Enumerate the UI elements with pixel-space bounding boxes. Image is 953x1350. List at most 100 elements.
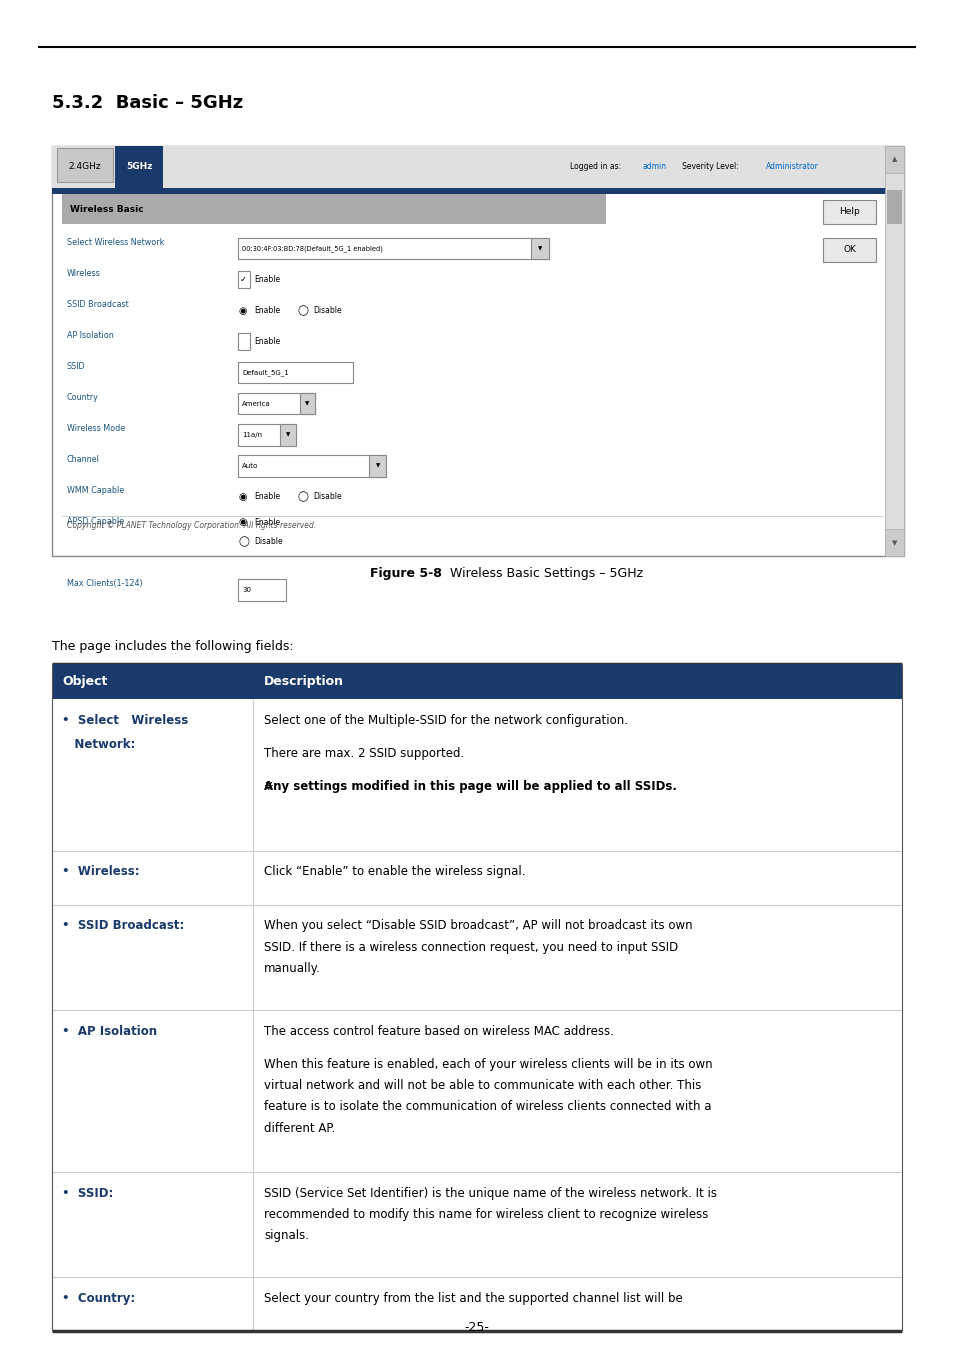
Text: 30: 30 bbox=[242, 587, 251, 593]
Bar bbox=[822, 238, 875, 262]
Bar bbox=[52, 664, 901, 699]
Text: •  AP Isolation: • AP Isolation bbox=[62, 1025, 157, 1038]
Text: APSD Capable: APSD Capable bbox=[67, 517, 124, 526]
Bar bbox=[52, 146, 903, 188]
Text: SSID (Service Set Identifier) is the unique name of the wireless network. It is: SSID (Service Set Identifier) is the uni… bbox=[264, 1187, 717, 1200]
Bar bbox=[57, 148, 112, 182]
Text: Enable: Enable bbox=[253, 493, 279, 501]
Bar bbox=[238, 271, 250, 288]
Text: •  SSID:: • SSID: bbox=[62, 1187, 113, 1200]
Text: ▼: ▼ bbox=[537, 246, 541, 251]
Text: Click “Enable” to enable the wireless signal.: Click “Enable” to enable the wireless si… bbox=[264, 865, 525, 879]
Text: Disable: Disable bbox=[313, 493, 341, 501]
Text: ◯: ◯ bbox=[297, 491, 308, 502]
Text: ◉: ◉ bbox=[238, 305, 247, 316]
Text: Wireless: Wireless bbox=[67, 269, 100, 278]
Text: ◯: ◯ bbox=[238, 536, 249, 547]
Text: ◉: ◉ bbox=[238, 491, 247, 502]
Text: 2.4GHz: 2.4GHz bbox=[69, 162, 101, 171]
Bar bbox=[238, 579, 286, 601]
Text: different AP.: different AP. bbox=[264, 1122, 335, 1135]
Text: virtual network and will not be able to communicate with each other. This: virtual network and will not be able to … bbox=[264, 1079, 700, 1092]
Text: 5.3.2  Basic – 5GHz: 5.3.2 Basic – 5GHz bbox=[52, 95, 243, 112]
Text: Wireless Basic: Wireless Basic bbox=[70, 205, 143, 213]
Text: -25-: -25- bbox=[464, 1320, 489, 1334]
Text: Select your country from the list and the supported channel list will be: Select your country from the list and th… bbox=[264, 1292, 682, 1305]
Text: SSID: SSID bbox=[67, 362, 86, 371]
Bar bbox=[52, 1172, 901, 1277]
Text: ▼: ▼ bbox=[891, 540, 897, 545]
Text: OK: OK bbox=[842, 246, 855, 254]
Bar bbox=[52, 1010, 901, 1172]
Bar bbox=[238, 333, 250, 350]
Text: When this feature is enabled, each of your wireless clients will be in its own: When this feature is enabled, each of yo… bbox=[264, 1057, 712, 1071]
Text: Administrator: Administrator bbox=[765, 162, 818, 171]
Text: ◉: ◉ bbox=[238, 517, 247, 528]
Text: ◯: ◯ bbox=[297, 305, 308, 316]
Text: Max Clients(1-124): Max Clients(1-124) bbox=[67, 579, 142, 589]
Text: Enable: Enable bbox=[253, 275, 279, 284]
Text: ▲: ▲ bbox=[891, 157, 897, 162]
Bar bbox=[52, 1277, 901, 1331]
Bar bbox=[52, 188, 903, 194]
Text: feature is to isolate the communication of wireless clients connected with a: feature is to isolate the communication … bbox=[264, 1100, 711, 1114]
Text: WMM Capable: WMM Capable bbox=[67, 486, 124, 495]
Text: 00:30:4F:03:BD:78(Default_5G_1 enabled): 00:30:4F:03:BD:78(Default_5G_1 enabled) bbox=[242, 246, 383, 252]
Bar bbox=[52, 850, 901, 904]
Bar bbox=[238, 362, 353, 383]
Text: Disable: Disable bbox=[313, 306, 341, 315]
Text: SSID Broadcast: SSID Broadcast bbox=[67, 300, 129, 309]
Bar bbox=[62, 194, 605, 224]
Bar bbox=[884, 146, 903, 173]
Text: Any settings modified in this page will be applied to all SSIDs.: Any settings modified in this page will … bbox=[264, 780, 677, 794]
Text: Figure 5-8: Figure 5-8 bbox=[370, 567, 441, 580]
Text: The access control feature based on wireless MAC address.: The access control feature based on wire… bbox=[264, 1025, 614, 1038]
Text: Enable: Enable bbox=[253, 338, 279, 346]
Text: AP Isolation: AP Isolation bbox=[67, 331, 113, 340]
Bar bbox=[238, 393, 314, 414]
Bar bbox=[238, 455, 386, 477]
Bar bbox=[884, 146, 903, 556]
Text: ▼: ▼ bbox=[305, 401, 309, 406]
Text: Copyright © PLANET Technology Corporation. All rights reserved.: Copyright © PLANET Technology Corporatio… bbox=[67, 521, 315, 531]
Text: America: America bbox=[242, 401, 271, 406]
Text: When you select “Disable SSID broadcast”, AP will not broadcast its own: When you select “Disable SSID broadcast”… bbox=[264, 919, 692, 933]
Bar bbox=[52, 146, 903, 556]
Text: signals.: signals. bbox=[264, 1230, 309, 1242]
Text: Disable: Disable bbox=[253, 537, 282, 545]
Text: Auto: Auto bbox=[242, 463, 258, 468]
Bar bbox=[886, 190, 901, 224]
Text: Wireless Mode: Wireless Mode bbox=[67, 424, 125, 433]
Text: ※: ※ bbox=[264, 780, 281, 794]
Text: Help: Help bbox=[839, 208, 859, 216]
Text: Enable: Enable bbox=[253, 306, 279, 315]
Bar bbox=[280, 424, 295, 446]
Text: Severity Level:: Severity Level: bbox=[675, 162, 739, 171]
Text: admin: admin bbox=[641, 162, 665, 171]
Bar bbox=[238, 238, 548, 259]
Bar bbox=[822, 200, 875, 224]
Text: Object: Object bbox=[62, 675, 108, 688]
Text: ▼: ▼ bbox=[286, 432, 290, 437]
Text: Wireless Basic Settings – 5GHz: Wireless Basic Settings – 5GHz bbox=[446, 567, 643, 580]
Text: Country: Country bbox=[67, 393, 98, 402]
Text: Network:: Network: bbox=[62, 738, 135, 752]
Bar bbox=[884, 529, 903, 556]
Text: recommended to modify this name for wireless client to recognize wireless: recommended to modify this name for wire… bbox=[264, 1208, 708, 1220]
Text: manually.: manually. bbox=[264, 963, 321, 975]
Text: •  SSID Broadcast:: • SSID Broadcast: bbox=[62, 919, 184, 933]
Bar bbox=[299, 393, 314, 414]
Bar bbox=[52, 904, 901, 1010]
Text: Select Wireless Network: Select Wireless Network bbox=[67, 238, 164, 247]
Text: ▼: ▼ bbox=[375, 463, 379, 468]
Text: •  Select   Wireless: • Select Wireless bbox=[62, 714, 188, 728]
Bar bbox=[369, 455, 386, 477]
Bar bbox=[238, 424, 295, 446]
Bar bbox=[115, 146, 163, 188]
Text: •  Wireless:: • Wireless: bbox=[62, 865, 139, 879]
Text: Description: Description bbox=[264, 675, 344, 688]
Bar bbox=[52, 699, 901, 850]
Text: Logged in as:: Logged in as: bbox=[570, 162, 621, 171]
Text: Channel: Channel bbox=[67, 455, 99, 464]
Text: There are max. 2 SSID supported.: There are max. 2 SSID supported. bbox=[264, 747, 464, 760]
